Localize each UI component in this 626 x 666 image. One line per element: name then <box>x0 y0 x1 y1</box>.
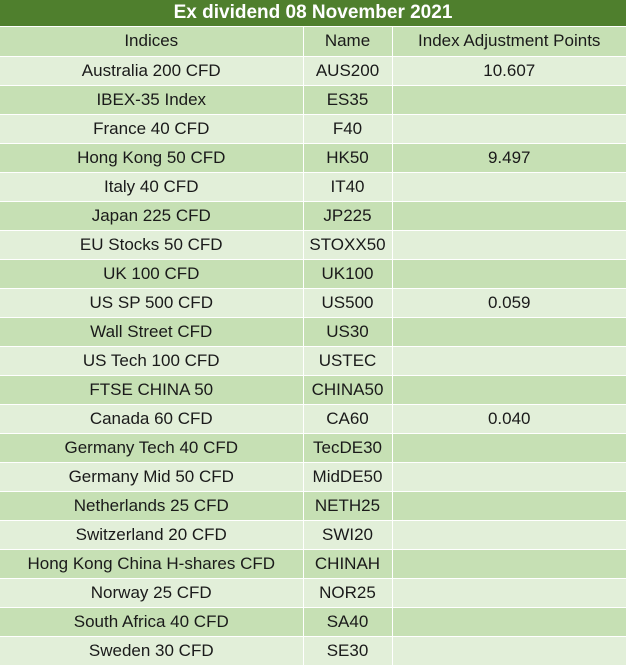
cell-adjustment-points <box>392 433 626 463</box>
table-row: Japan 225 CFD JP225 <box>0 201 626 231</box>
cell-index: Netherlands 25 CFD <box>0 491 304 521</box>
table-row: Germany Tech 40 CFD TecDE30 <box>0 433 626 463</box>
column-header-name: Name <box>303 27 393 57</box>
table-row: FTSE CHINA 50 CHINA50 <box>0 375 626 405</box>
cell-index: Hong Kong 50 CFD <box>0 143 304 173</box>
cell-adjustment-points <box>392 201 626 231</box>
cell-index: US Tech 100 CFD <box>0 346 304 376</box>
cell-name: STOXX50 <box>303 230 393 260</box>
cell-name: AUS200 <box>303 56 393 86</box>
cell-index: UK 100 CFD <box>0 259 304 289</box>
column-header-indices: Indices <box>0 27 304 57</box>
cell-adjustment-points: 9.497 <box>392 143 626 173</box>
cell-adjustment-points <box>392 317 626 347</box>
cell-index: Canada 60 CFD <box>0 404 304 434</box>
cell-adjustment-points <box>392 375 626 405</box>
cell-adjustment-points: 0.040 <box>392 404 626 434</box>
cell-name: CHINAH <box>303 549 393 579</box>
cell-index: Sweden 30 CFD <box>0 636 304 666</box>
cell-index: France 40 CFD <box>0 114 304 144</box>
table-row: Italy 40 CFD IT40 <box>0 172 626 202</box>
cell-name: CHINA50 <box>303 375 393 405</box>
cell-index: South Africa 40 CFD <box>0 607 304 637</box>
cell-name: UK100 <box>303 259 393 289</box>
cell-adjustment-points <box>392 259 626 289</box>
table-row: US SP 500 CFD US500 0.059 <box>0 288 626 318</box>
table-row: Wall Street CFD US30 <box>0 317 626 347</box>
cell-index: Germany Tech 40 CFD <box>0 433 304 463</box>
cell-name: IT40 <box>303 172 393 202</box>
cell-adjustment-points <box>392 607 626 637</box>
cell-adjustment-points <box>392 346 626 376</box>
cell-name: NETH25 <box>303 491 393 521</box>
table-row: US Tech 100 CFD USTEC <box>0 346 626 376</box>
cell-name: JP225 <box>303 201 393 231</box>
cell-name: NOR25 <box>303 578 393 608</box>
table-row: Canada 60 CFD CA60 0.040 <box>0 404 626 434</box>
cell-name: SA40 <box>303 607 393 637</box>
cell-adjustment-points <box>392 85 626 115</box>
cell-index: IBEX-35 Index <box>0 85 304 115</box>
cell-adjustment-points <box>392 636 626 666</box>
cell-adjustment-points <box>392 520 626 550</box>
cell-name: US30 <box>303 317 393 347</box>
cell-index: Switzerland 20 CFD <box>0 520 304 550</box>
cell-index: US SP 500 CFD <box>0 288 304 318</box>
cell-name: USTEC <box>303 346 393 376</box>
table-row: South Africa 40 CFD SA40 <box>0 607 626 637</box>
table-row: Netherlands 25 CFD NETH25 <box>0 491 626 521</box>
cell-name: SWI20 <box>303 520 393 550</box>
table-row: EU Stocks 50 CFD STOXX50 <box>0 230 626 260</box>
cell-adjustment-points <box>392 491 626 521</box>
cell-name: CA60 <box>303 404 393 434</box>
cell-name: MidDE50 <box>303 462 393 492</box>
cell-adjustment-points <box>392 462 626 492</box>
table-row: France 40 CFD F40 <box>0 114 626 144</box>
table-body: Australia 200 CFD AUS200 10.607 IBEX-35 Ind… <box>0 56 626 666</box>
cell-name: F40 <box>303 114 393 144</box>
cell-adjustment-points <box>392 230 626 260</box>
cell-index: Norway 25 CFD <box>0 578 304 608</box>
cell-index: EU Stocks 50 CFD <box>0 230 304 260</box>
cell-name: ES35 <box>303 85 393 115</box>
cell-index: Hong Kong China H-shares CFD <box>0 549 304 579</box>
dividend-table: Indices Name Index Adjustment Points Aus… <box>0 27 626 666</box>
table-header-row: Indices Name Index Adjustment Points <box>0 27 626 57</box>
cell-adjustment-points: 10.607 <box>392 56 626 86</box>
table-row: UK 100 CFD UK100 <box>0 259 626 289</box>
cell-index: FTSE CHINA 50 <box>0 375 304 405</box>
table-row: Hong Kong China H-shares CFD CHINAH <box>0 549 626 579</box>
table-title: Ex dividend 08 November 2021 <box>0 0 626 27</box>
cell-name: TecDE30 <box>303 433 393 463</box>
cell-adjustment-points <box>392 114 626 144</box>
cell-adjustment-points <box>392 578 626 608</box>
cell-name: SE30 <box>303 636 393 666</box>
cell-index: Wall Street CFD <box>0 317 304 347</box>
column-header-adjustment-points: Index Adjustment Points <box>392 27 626 57</box>
table-row: IBEX-35 Index ES35 <box>0 85 626 115</box>
cell-name: HK50 <box>303 143 393 173</box>
cell-adjustment-points <box>392 172 626 202</box>
table-row: Australia 200 CFD AUS200 10.607 <box>0 56 626 86</box>
cell-adjustment-points: 0.059 <box>392 288 626 318</box>
table-row: Norway 25 CFD NOR25 <box>0 578 626 608</box>
cell-index: Australia 200 CFD <box>0 56 304 86</box>
cell-index: Italy 40 CFD <box>0 172 304 202</box>
table-row: Germany Mid 50 CFD MidDE50 <box>0 462 626 492</box>
cell-adjustment-points <box>392 549 626 579</box>
cell-name: US500 <box>303 288 393 318</box>
table-row: Sweden 30 CFD SE30 <box>0 636 626 666</box>
cell-index: Germany Mid 50 CFD <box>0 462 304 492</box>
table-row: Switzerland 20 CFD SWI20 <box>0 520 626 550</box>
cell-index: Japan 225 CFD <box>0 201 304 231</box>
table-row: Hong Kong 50 CFD HK50 9.497 <box>0 143 626 173</box>
